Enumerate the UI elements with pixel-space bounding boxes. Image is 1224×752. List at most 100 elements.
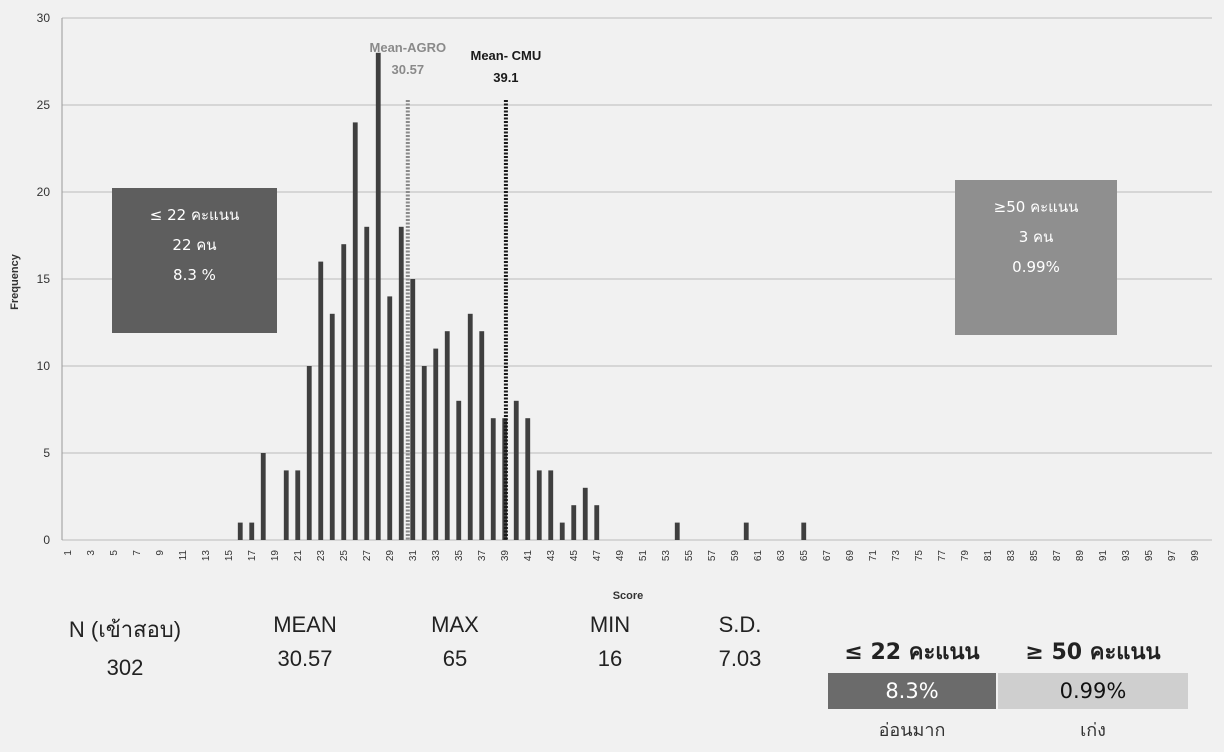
- stat-mean-value: 30.57: [277, 646, 333, 671]
- summary-panel: N (เข้าสอบ) 302 MEAN 30.57 MAX 65 MIN 16…: [60, 612, 1210, 747]
- y-tick-label: 10: [37, 359, 51, 373]
- x-tick-label: 69: [845, 550, 856, 562]
- histogram-bar: [283, 470, 289, 540]
- histogram-bar: [329, 313, 335, 540]
- histogram-bar: [398, 226, 404, 541]
- x-tick-label: 27: [362, 550, 373, 562]
- x-tick-label: 17: [247, 550, 258, 562]
- x-tick-label: 41: [523, 550, 534, 562]
- x-tick-label: 49: [615, 550, 626, 562]
- mean-line-label: Mean-AGRO: [370, 40, 447, 55]
- x-tick-label: 67: [822, 550, 833, 562]
- histogram-bar: [433, 348, 439, 540]
- low-callout-line-2: 22 คน: [172, 236, 217, 254]
- histogram-bar: [582, 487, 588, 540]
- x-tick-label: 99: [1190, 550, 1201, 562]
- histogram-bar: [490, 418, 496, 540]
- histogram-bar: [260, 453, 266, 540]
- x-tick-label: 43: [546, 550, 557, 562]
- x-tick-label: 25: [339, 550, 350, 562]
- stat-sd-label: S.D.: [718, 612, 762, 637]
- y-tick-label: 30: [37, 11, 51, 25]
- histogram-bar: [341, 244, 347, 540]
- histogram-bar: [548, 470, 554, 540]
- stat-mean-label: MEAN: [273, 612, 337, 637]
- histogram-bar: [444, 331, 450, 540]
- mean-line-value: 39.1: [493, 70, 518, 85]
- x-tick-label: 45: [569, 550, 580, 562]
- x-tick-label: 73: [891, 550, 902, 562]
- x-tick-label: 95: [1144, 550, 1155, 562]
- x-tick-label: 39: [500, 550, 511, 562]
- x-tick-label: 19: [270, 550, 281, 562]
- stat-max: MAX 65: [405, 612, 505, 672]
- stat-sd: S.D. 7.03: [700, 612, 780, 672]
- x-tick-label: 9: [155, 550, 166, 556]
- stat-sd-value: 7.03: [718, 646, 762, 671]
- x-tick-label: 57: [707, 550, 718, 562]
- stat-n: N (เข้าสอบ) 302: [60, 612, 190, 681]
- x-tick-label: 33: [431, 550, 442, 562]
- histogram-bar: [513, 400, 519, 540]
- histogram-bar: [421, 366, 427, 540]
- x-tick-label: 83: [1006, 550, 1017, 562]
- y-tick-label: 0: [43, 533, 50, 547]
- low-score-callout: ≤ 22 คะแนน 22 คน 8.3 %: [112, 188, 277, 333]
- histogram-bar: [364, 226, 370, 541]
- stat-min: MIN 16: [565, 612, 655, 672]
- high-band-value: 0.99%: [998, 673, 1188, 709]
- stat-n-label: N (เข้าสอบ): [68, 617, 182, 642]
- stat-max-label: MAX: [431, 612, 479, 637]
- histogram-bar: [456, 400, 462, 540]
- histogram-bar: [743, 522, 749, 540]
- x-tick-label: 61: [753, 550, 764, 562]
- x-tick-label: 23: [316, 550, 327, 562]
- mean-line-value: 30.57: [392, 62, 425, 77]
- y-tick-label: 5: [43, 446, 50, 460]
- histogram-bars: [237, 52, 807, 541]
- x-tick-label: 35: [454, 550, 465, 562]
- x-tick-label: 89: [1075, 550, 1086, 562]
- x-tick-label: 55: [684, 550, 695, 562]
- high-callout-line-2: 3 คน: [1018, 228, 1054, 246]
- histogram-bar: [352, 122, 358, 541]
- x-tick-label: 53: [661, 550, 672, 562]
- low-callout-line-1: ≤ 22 คะแนน: [149, 206, 240, 224]
- y-tick-label: 15: [37, 272, 51, 286]
- histogram-bar: [387, 296, 393, 540]
- x-tick-label: 75: [914, 550, 925, 562]
- histogram-bar: [467, 313, 473, 540]
- x-axis-label: Score: [613, 590, 644, 602]
- low-band-value: 8.3%: [828, 673, 996, 709]
- x-tick-label: 47: [592, 550, 603, 562]
- x-tick-label: 5: [109, 550, 120, 556]
- x-tick-label: 93: [1121, 550, 1132, 562]
- x-tick-label: 81: [983, 550, 994, 562]
- x-tick-label: 7: [132, 550, 143, 556]
- x-tick-label: 31: [408, 550, 419, 562]
- x-tick-label: 51: [638, 550, 649, 562]
- histogram-bar: [410, 279, 416, 540]
- mean-reference-lines: Mean-AGRO 30.57 Mean- CMU 39.1: [370, 40, 541, 540]
- high-band-note: เก่ง: [1080, 720, 1106, 741]
- stat-max-value: 65: [442, 646, 468, 671]
- low-callout-line-3: 8.3 %: [173, 266, 216, 284]
- histogram-bar: [559, 522, 565, 540]
- histogram-bar: [525, 418, 531, 540]
- x-tick-label: 37: [477, 550, 488, 562]
- histogram-bar: [571, 505, 577, 540]
- x-tick-label: 65: [799, 550, 810, 562]
- histogram-bar: [536, 470, 542, 540]
- high-band: ≥ 50 คะแนน 0.99% เก่ง: [998, 634, 1188, 744]
- histogram-bar: [801, 522, 807, 540]
- high-callout-line-1: ≥50 คะแนน: [993, 198, 1079, 216]
- y-axis-ticks: 0 5 10 15 20 25 30: [37, 11, 51, 547]
- x-tick-label: 85: [1029, 550, 1040, 562]
- x-tick-label: 21: [293, 550, 304, 562]
- high-score-callout: ≥50 คะแนน 3 คน 0.99%: [955, 180, 1117, 335]
- x-tick-label: 29: [385, 550, 396, 562]
- stat-mean: MEAN 30.57: [250, 612, 360, 672]
- histogram-bar: [479, 331, 485, 540]
- y-axis-label: Frequency: [9, 253, 21, 310]
- high-band-header: ≥ 50 คะแนน: [1025, 640, 1161, 665]
